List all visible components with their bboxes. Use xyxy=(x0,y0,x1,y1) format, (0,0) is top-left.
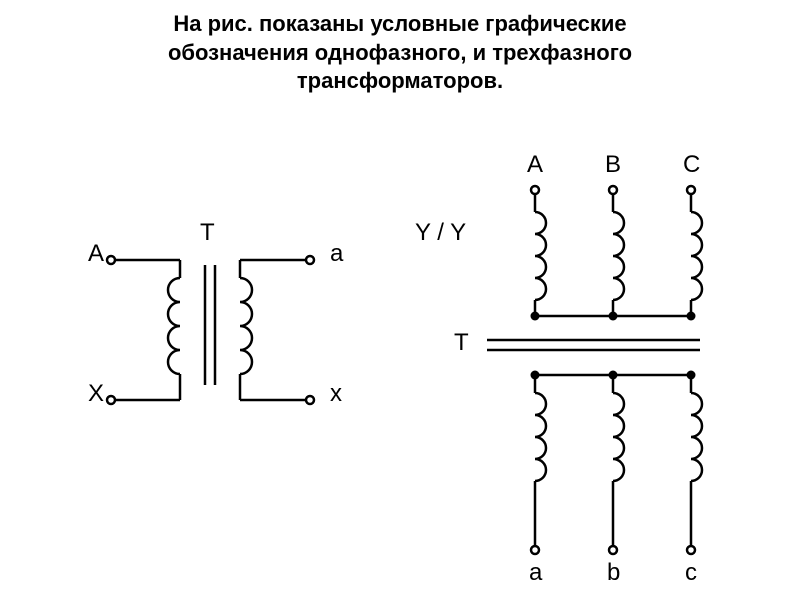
transformer-diagram: A Xa x T Y / Y T A B Ca b c xyxy=(0,0,800,600)
svg-text:c: c xyxy=(685,559,697,586)
svg-text:A: A xyxy=(527,151,543,178)
svg-text:T: T xyxy=(454,329,469,356)
svg-text:X: X xyxy=(88,380,104,407)
svg-text:a: a xyxy=(330,240,344,267)
svg-text:a: a xyxy=(529,559,543,586)
svg-text:B: B xyxy=(605,151,621,178)
svg-text:A: A xyxy=(88,240,104,267)
svg-text:T: T xyxy=(200,219,215,246)
svg-text:C: C xyxy=(683,151,700,178)
svg-text:x: x xyxy=(330,380,342,407)
svg-text:Y / Y: Y / Y xyxy=(415,219,466,246)
svg-text:b: b xyxy=(607,559,620,586)
